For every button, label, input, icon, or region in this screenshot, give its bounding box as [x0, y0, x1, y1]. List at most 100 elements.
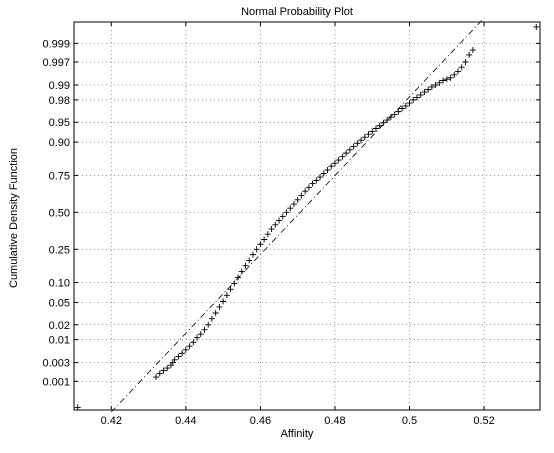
- data-point: [339, 153, 346, 160]
- data-point: [335, 157, 342, 164]
- data-point: [436, 79, 443, 86]
- y-tick-label: 0.05: [49, 297, 70, 309]
- data-point: [223, 292, 230, 299]
- data-point: [451, 71, 458, 78]
- x-tick-label: 0.48: [324, 415, 345, 427]
- data-point: [343, 150, 350, 157]
- axis-ticks: 0.42 0.44 0.46 0.48 0.5 0.52 0.001 0.003 0.01 0.0…: [42, 22, 540, 427]
- data-point: [369, 128, 376, 135]
- data-point: [261, 236, 268, 243]
- data-point: [294, 196, 301, 203]
- y-tick-label: 0.997: [42, 57, 70, 69]
- data-point: [358, 137, 365, 144]
- x-tick-label: 0.46: [250, 415, 271, 427]
- data-point: [175, 353, 182, 360]
- data-point: [201, 326, 208, 333]
- data-point: [205, 321, 212, 328]
- data-point: [190, 339, 197, 346]
- data-point: [179, 350, 186, 357]
- data-point: [417, 91, 424, 98]
- data-point: [421, 89, 428, 96]
- data-point: [171, 356, 178, 363]
- data-point: [220, 298, 227, 305]
- data-point: [391, 111, 398, 118]
- data-point: [242, 262, 249, 269]
- data-point: [432, 81, 439, 88]
- data-points: [74, 23, 540, 411]
- data-point: [264, 231, 271, 238]
- data-point: [313, 177, 320, 184]
- data-point: [253, 246, 260, 253]
- data-point: [298, 192, 305, 199]
- data-point: [328, 163, 335, 170]
- data-point: [466, 51, 473, 58]
- data-point: [462, 59, 469, 66]
- data-point: [238, 268, 245, 275]
- y-tick-label: 0.99: [49, 80, 70, 92]
- data-point: [272, 221, 279, 228]
- data-point: [290, 201, 297, 208]
- data-point: [216, 303, 223, 310]
- x-axis-label: Affinity: [281, 428, 314, 440]
- data-point: [249, 251, 256, 258]
- data-point: [365, 131, 372, 138]
- y-tick-label: 0.10: [49, 278, 70, 290]
- data-point: [227, 286, 234, 293]
- data-point: [331, 160, 338, 167]
- x-tick-label: 0.5: [402, 415, 417, 427]
- data-point: [395, 108, 402, 115]
- y-tick-label: 0.999: [42, 38, 70, 50]
- data-point: [533, 23, 540, 30]
- data-point: [361, 134, 368, 141]
- grid: [74, 22, 540, 410]
- data-point: [279, 213, 286, 220]
- data-point: [387, 114, 394, 121]
- plot-frame: [73, 21, 541, 411]
- data-point: [320, 170, 327, 177]
- data-point: [354, 140, 361, 147]
- data-point: [440, 77, 447, 84]
- data-point: [425, 86, 432, 93]
- data-point: [309, 180, 316, 187]
- y-tick-label: 0.75: [49, 170, 70, 182]
- data-point: [156, 370, 163, 377]
- data-point: [287, 205, 294, 212]
- data-point: [428, 83, 435, 90]
- data-point: [324, 167, 331, 174]
- y-tick-label: 0.25: [49, 244, 70, 256]
- y-tick-label: 0.003: [42, 358, 70, 370]
- data-point: [410, 96, 417, 103]
- data-point: [447, 74, 454, 81]
- x-tick-label: 0.42: [101, 415, 122, 427]
- data-point: [283, 209, 290, 216]
- data-point: [372, 125, 379, 132]
- data-point: [399, 105, 406, 112]
- data-point: [153, 374, 160, 381]
- data-point: [302, 188, 309, 195]
- y-axis-label: Cumulative Density Function: [8, 148, 20, 288]
- data-point: [413, 94, 420, 101]
- data-point: [406, 100, 413, 107]
- data-point: [160, 367, 167, 374]
- data-point: [257, 241, 264, 248]
- data-point: [305, 184, 312, 191]
- data-point: [376, 122, 383, 129]
- y-tick-label: 0.98: [49, 95, 70, 107]
- data-point: [246, 257, 253, 264]
- y-tick-label: 0.01: [49, 335, 70, 347]
- reference-line-layer: [110, 17, 485, 413]
- data-point: [235, 274, 242, 281]
- data-point: [268, 226, 275, 233]
- data-point: [182, 346, 189, 353]
- data-point: [208, 315, 215, 322]
- y-tick-label: 0.90: [49, 137, 70, 149]
- data-point: [443, 76, 450, 83]
- data-point: [350, 143, 357, 150]
- data-point: [384, 117, 391, 124]
- y-tick-label: 0.001: [42, 376, 70, 388]
- data-point: [380, 119, 387, 126]
- data-point: [317, 174, 324, 181]
- x-tick-label: 0.52: [473, 415, 494, 427]
- chart-title: Normal Probability Plot: [241, 6, 353, 18]
